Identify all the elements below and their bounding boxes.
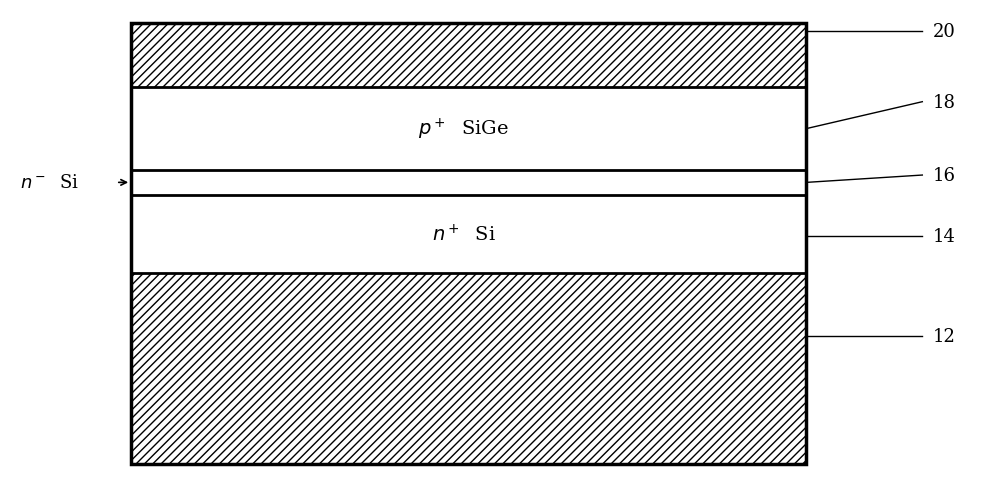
- Text: 20: 20: [932, 23, 956, 41]
- Text: $p^+$  SiGe: $p^+$ SiGe: [418, 117, 509, 142]
- Bar: [131, 24, 806, 464]
- Bar: [131, 88, 806, 171]
- Text: 18: 18: [932, 94, 956, 111]
- Text: 14: 14: [932, 228, 956, 245]
- Text: 12: 12: [932, 328, 956, 346]
- Bar: [131, 273, 806, 464]
- Text: $n^+$  Si: $n^+$ Si: [431, 224, 496, 245]
- Bar: [131, 171, 806, 195]
- Text: 16: 16: [932, 167, 956, 184]
- Text: $n^-$  Si: $n^-$ Si: [20, 174, 80, 192]
- Bar: [131, 24, 806, 88]
- Bar: [131, 195, 806, 273]
